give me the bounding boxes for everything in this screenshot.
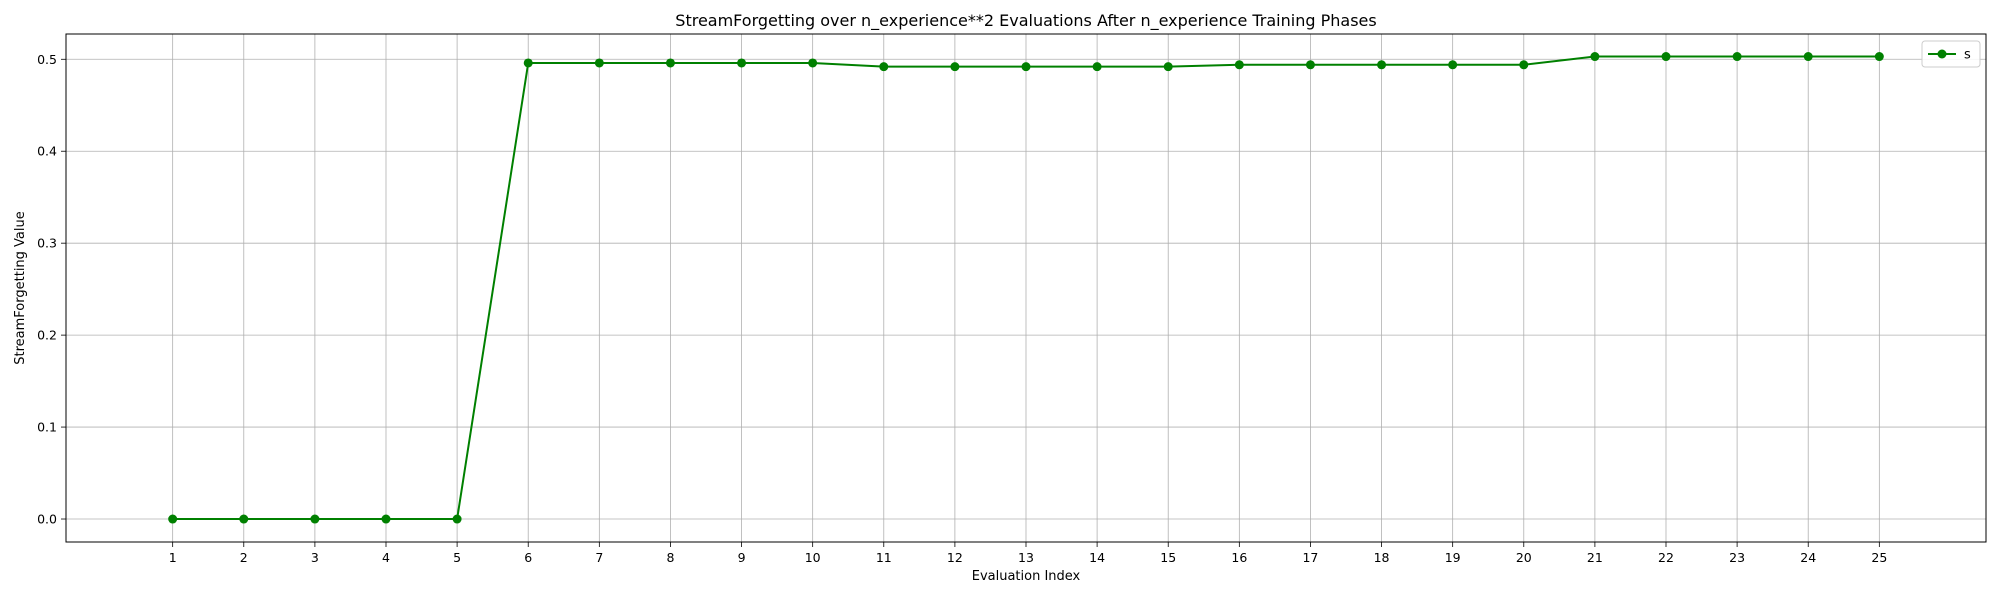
y-tick-label: 0.2 (37, 328, 57, 343)
x-tick-label: 6 (524, 550, 532, 565)
y-tick-label: 0.0 (37, 512, 57, 527)
data-point (1163, 62, 1173, 72)
data-point (381, 514, 391, 524)
data-point (1234, 60, 1244, 70)
x-tick-label: 21 (1587, 550, 1603, 565)
y-axis: 0.0 0.1 0.2 0.3 0.4 0.5 (37, 52, 66, 527)
data-point (808, 58, 818, 68)
x-tick-label: 12 (947, 550, 963, 565)
legend: s (1921, 40, 1981, 68)
data-point (1448, 60, 1458, 70)
x-tick-label: 7 (595, 550, 603, 565)
data-point (1519, 60, 1529, 70)
chart-title: StreamForgetting over n_experience**2 Ev… (675, 11, 1376, 31)
data-point (1305, 60, 1315, 70)
x-tick-label: 19 (1445, 550, 1461, 565)
x-axis-label: Evaluation Index (972, 569, 1081, 584)
y-tick-label: 0.4 (37, 144, 57, 159)
x-tick-label: 8 (666, 550, 674, 565)
x-tick-label: 16 (1231, 550, 1247, 565)
data-point (452, 514, 462, 524)
x-tick-label: 18 (1374, 550, 1390, 565)
x-tick-label: 2 (240, 550, 248, 565)
data-point (1021, 62, 1031, 72)
data-point (239, 514, 249, 524)
x-tick-label: 3 (311, 550, 319, 565)
data-point (1092, 62, 1102, 72)
data-point (1661, 52, 1671, 62)
x-tick-label: 11 (876, 550, 892, 565)
x-tick-label: 17 (1302, 550, 1318, 565)
x-tick-label: 13 (1018, 550, 1034, 565)
data-point (737, 58, 747, 68)
x-tick-label: 25 (1871, 550, 1887, 565)
y-tick-label: 0.5 (37, 52, 57, 67)
y-tick-label: 0.1 (37, 420, 57, 435)
x-tick-label: 24 (1800, 550, 1816, 565)
x-tick-label: 20 (1516, 550, 1532, 565)
y-tick-label: 0.3 (37, 236, 57, 251)
data-point (523, 58, 533, 68)
x-tick-label: 15 (1160, 550, 1176, 565)
series-layer (168, 52, 1884, 524)
data-point (168, 514, 178, 524)
x-tick-label: 23 (1729, 550, 1745, 565)
data-point (594, 58, 604, 68)
data-point (310, 514, 320, 524)
legend-marker (1937, 49, 1947, 59)
data-point (665, 58, 675, 68)
data-point (950, 62, 960, 72)
x-tick-label: 4 (382, 550, 390, 565)
data-point (1732, 52, 1742, 62)
x-tick-label: 14 (1089, 550, 1105, 565)
grid (66, 34, 1986, 542)
data-point (879, 62, 889, 72)
x-tick-label: 1 (169, 550, 177, 565)
x-tick-label: 22 (1658, 550, 1674, 565)
y-axis-label: StreamForgetting Value (13, 211, 28, 365)
data-point (1803, 52, 1813, 62)
data-point (1874, 52, 1884, 62)
x-axis: 1 2 3 4 5 6 7 8 9 10 11 12 13 14 15 16 17 18 19 20 21 22 23 24 2… (169, 542, 1887, 565)
data-point (1377, 60, 1387, 70)
x-tick-label: 10 (805, 550, 821, 565)
x-tick-label: 9 (738, 550, 746, 565)
legend-label: s (1964, 48, 1971, 63)
data-point (1590, 52, 1600, 62)
x-tick-label: 5 (453, 550, 461, 565)
